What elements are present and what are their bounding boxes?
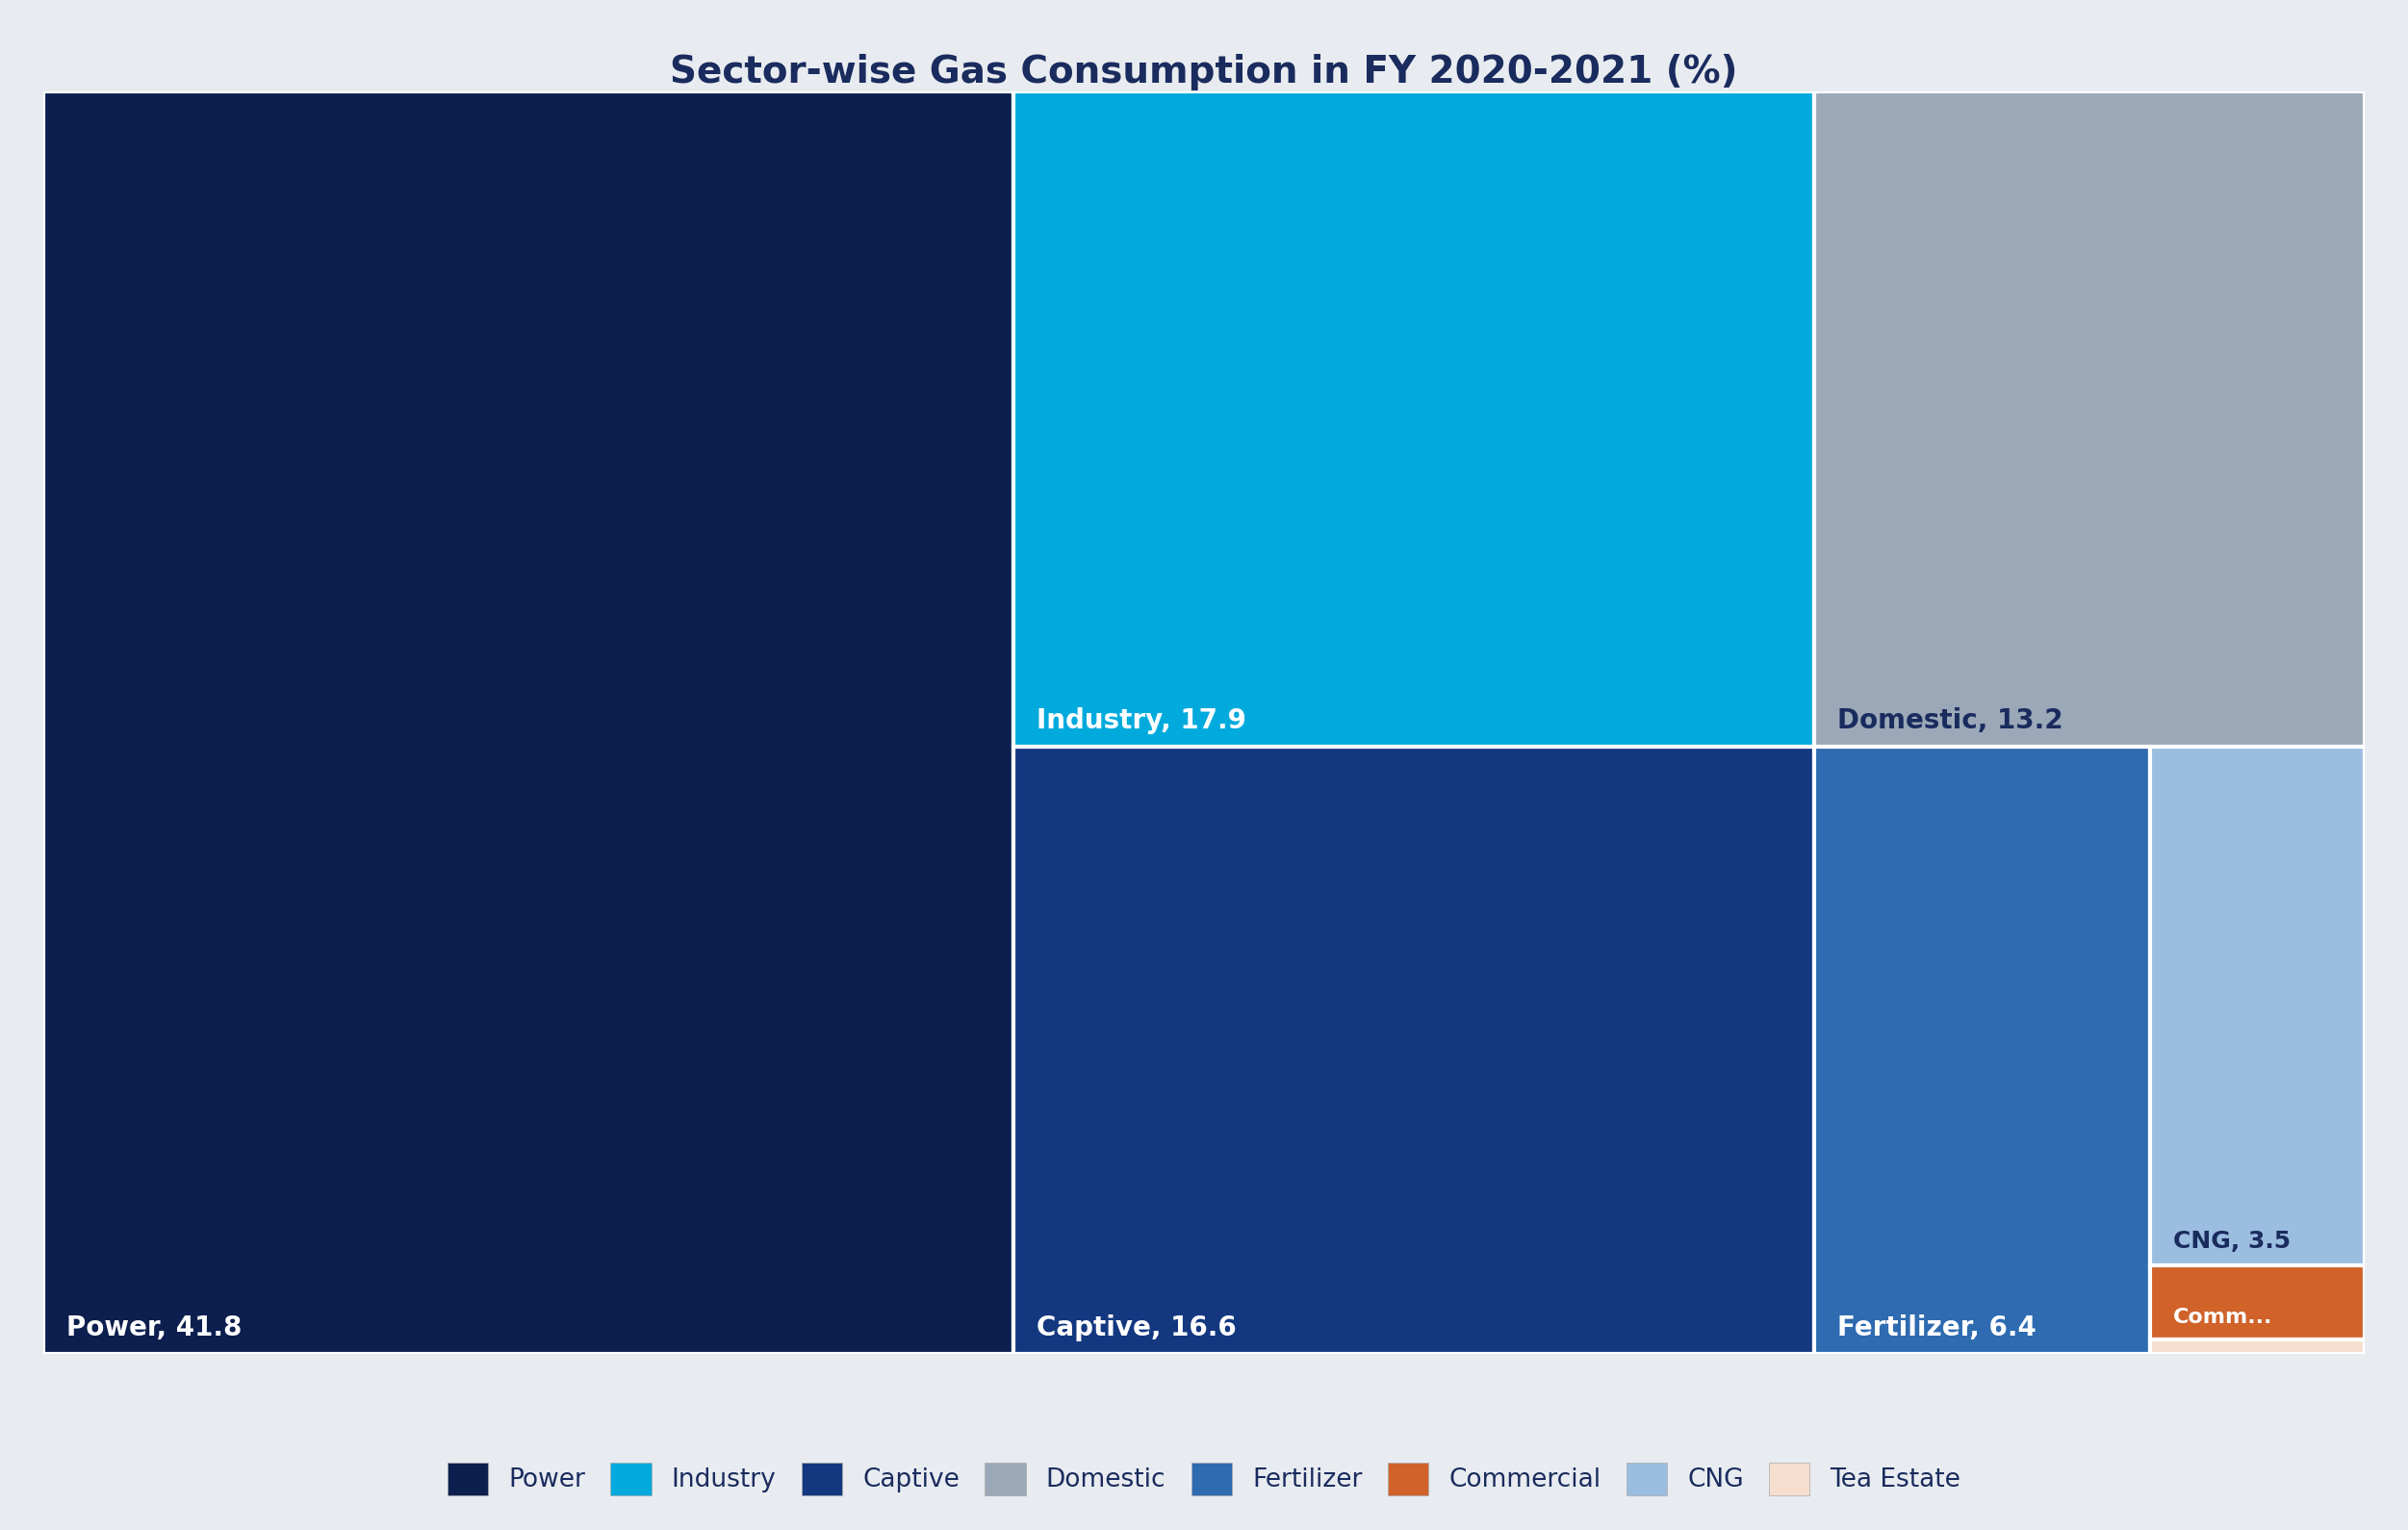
Bar [2150, 747, 2365, 1265]
Bar [1816, 92, 2365, 747]
Text: Fertilizer, 6.4: Fertilizer, 6.4 [1837, 1314, 2037, 1342]
Text: Sector-wise Gas Consumption in FY 2020-2021 (%): Sector-wise Gas Consumption in FY 2020-2… [669, 54, 1739, 90]
Bar [43, 92, 1014, 1354]
Bar [1816, 747, 2150, 1354]
Bar [1014, 747, 1816, 1354]
Text: CNG, 3.5: CNG, 3.5 [2172, 1230, 2290, 1253]
Legend: Power, Industry, Captive, Domestic, Fertilizer, Commercial, CNG, Tea Estate: Power, Industry, Captive, Domestic, Fert… [438, 1452, 1970, 1506]
Text: Domestic, 13.2: Domestic, 13.2 [1837, 707, 2064, 734]
Text: Comm...: Comm... [2172, 1307, 2273, 1327]
Bar [1014, 92, 1816, 747]
Text: Power, 41.8: Power, 41.8 [67, 1314, 243, 1342]
Text: Industry, 17.9: Industry, 17.9 [1038, 707, 1247, 734]
Bar [2150, 1265, 2365, 1339]
Bar [2150, 1339, 2365, 1354]
Text: Captive, 16.6: Captive, 16.6 [1038, 1314, 1238, 1342]
